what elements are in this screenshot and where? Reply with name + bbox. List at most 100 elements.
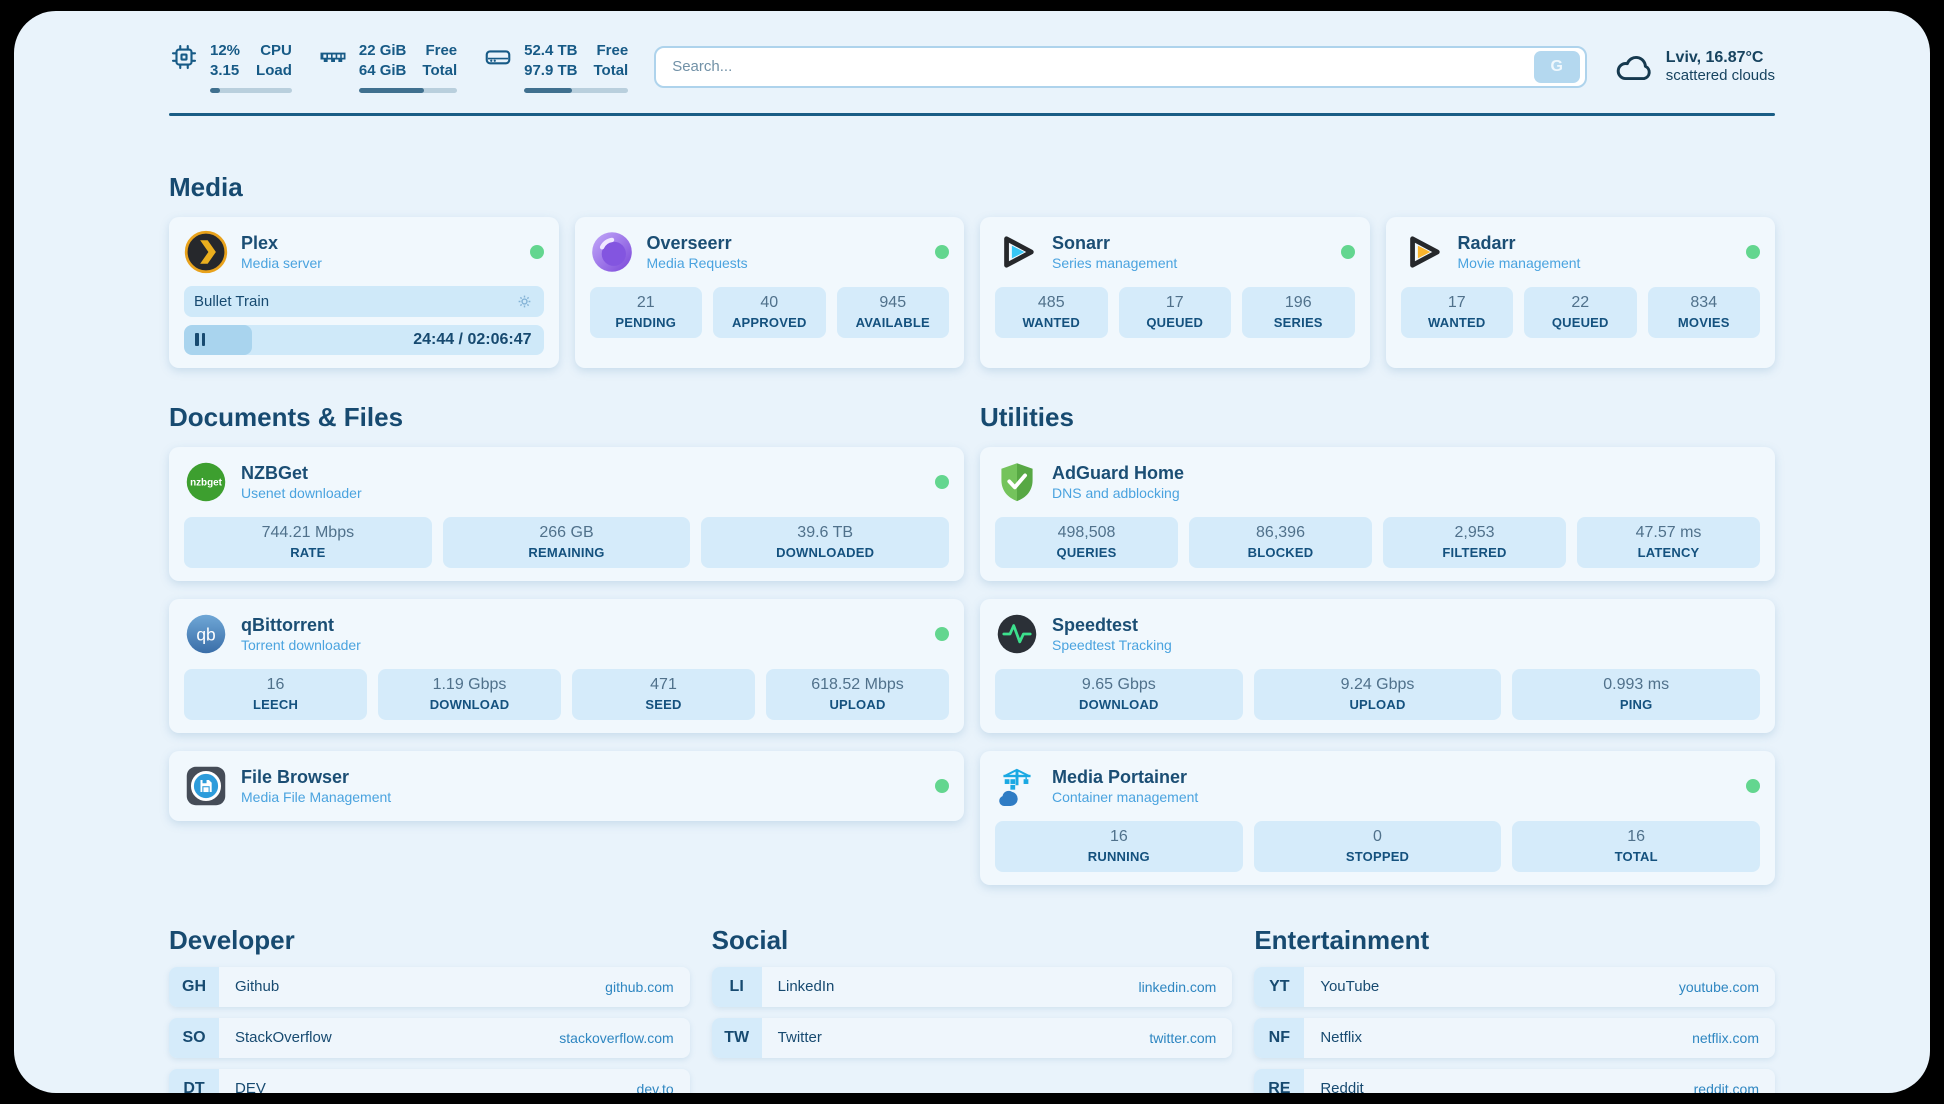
svg-text:nzbget: nzbget bbox=[190, 477, 223, 488]
app-title: Plex bbox=[241, 232, 279, 253]
bookmark-abbr: GH bbox=[169, 966, 219, 1007]
app-subtitle: Media File Management bbox=[241, 789, 392, 806]
bookmark-name: Reddit bbox=[1320, 1080, 1364, 1093]
bookmark-twitter[interactable]: TW Twitter twitter.com bbox=[711, 1017, 1233, 1058]
app-subtitle: Series management bbox=[1052, 255, 1178, 272]
stat-box: 16 TOTAL bbox=[1512, 820, 1761, 872]
stat-value: 618.52 Mbps bbox=[811, 675, 904, 693]
stat-label: PING bbox=[1619, 696, 1653, 712]
memory-progress-bar bbox=[358, 87, 458, 93]
search-bar[interactable]: G bbox=[654, 45, 1587, 88]
cpu-icon bbox=[169, 42, 199, 72]
cpu-usage-label: CPU bbox=[260, 42, 292, 59]
bookmark-dev[interactable]: DT DEV dev.to bbox=[169, 1068, 690, 1094]
filebrowser-icon bbox=[184, 764, 228, 808]
disk-free-value: 52.4 TB bbox=[524, 42, 578, 59]
cpu-load-label: Load bbox=[256, 62, 292, 80]
status-dot bbox=[1340, 244, 1355, 259]
bookmark-youtube[interactable]: YT YouTube youtube.com bbox=[1254, 966, 1775, 1007]
memory-total-value: 64 GiB bbox=[358, 62, 407, 80]
plex-now-playing: Bullet Train bbox=[184, 285, 544, 317]
bookmark-abbr: DT bbox=[169, 1068, 219, 1093]
stat-value: 17 bbox=[1165, 293, 1184, 311]
top-bar: 12% 3.15 CPU Load bbox=[169, 41, 1775, 93]
bookmark-name: StackOverflow bbox=[235, 1029, 332, 1046]
stat-value: 16 bbox=[1627, 827, 1646, 845]
section-title-social: Social bbox=[711, 924, 789, 955]
app-title: Sonarr bbox=[1052, 232, 1111, 253]
stat-value: 1.19 Gbps bbox=[432, 675, 507, 693]
stat-box: 47.57 ms LATENCY bbox=[1577, 516, 1760, 568]
app-title: Media Portainer bbox=[1052, 766, 1188, 787]
radarr-icon bbox=[1401, 230, 1445, 274]
adguard-icon bbox=[995, 460, 1039, 504]
stat-label: QUEUED bbox=[1146, 314, 1204, 330]
stat-label: WANTED bbox=[1022, 314, 1081, 330]
bookmark-github[interactable]: GH Github github.com bbox=[169, 966, 690, 1007]
stat-box: 22 QUEUED bbox=[1524, 286, 1637, 338]
radarr-card[interactable]: Radarr Movie management 17 WANTED 22 QUE… bbox=[1385, 216, 1775, 368]
app-title: NZBGet bbox=[241, 462, 308, 483]
gear-icon[interactable] bbox=[515, 292, 534, 311]
bookmark-netflix[interactable]: NF Netflix netflix.com bbox=[1254, 1017, 1775, 1058]
stat-label: PENDING bbox=[615, 314, 677, 330]
bookmark-linkedin[interactable]: LI LinkedIn linkedin.com bbox=[711, 966, 1233, 1007]
stat-box: 17 WANTED bbox=[1400, 286, 1513, 338]
qbittorrent-card[interactable]: qb qBittorrent Torrent downloader 16 LEE… bbox=[169, 598, 964, 733]
bookmark-name: LinkedIn bbox=[777, 978, 835, 995]
app-title: File Browser bbox=[241, 766, 350, 787]
stat-box: 945 AVAILABLE bbox=[836, 286, 949, 338]
filebrowser-card[interactable]: File Browser Media File Management bbox=[169, 750, 964, 821]
stat-value: 471 bbox=[650, 675, 677, 693]
bookmark-abbr: YT bbox=[1254, 966, 1305, 1007]
app-subtitle: Media server bbox=[241, 255, 322, 272]
overseerr-icon bbox=[590, 230, 634, 274]
adguard-card[interactable]: AdGuard Home DNS and adblocking 498,508 … bbox=[980, 446, 1775, 581]
status-dot bbox=[935, 778, 949, 793]
stat-label: BLOCKED bbox=[1247, 544, 1314, 560]
now-playing-title: Bullet Train bbox=[194, 292, 270, 310]
stat-label: WANTED bbox=[1427, 314, 1486, 330]
search-provider-button[interactable]: G bbox=[1533, 50, 1580, 83]
portainer-card[interactable]: Media Portainer Container management 16 … bbox=[980, 750, 1775, 885]
stat-label: SERIES bbox=[1273, 314, 1323, 330]
app-title: Radarr bbox=[1457, 232, 1516, 253]
nzbget-icon: nzbget bbox=[184, 460, 228, 504]
disk-progress-fill bbox=[524, 87, 572, 93]
playback-time: 24:44 / 02:06:47 bbox=[413, 330, 532, 348]
bookmark-reddit[interactable]: RE Reddit reddit.com bbox=[1254, 1068, 1775, 1094]
qbittorrent-icon: qb bbox=[184, 612, 228, 656]
sonarr-card[interactable]: Sonarr Series management 485 WANTED 17 Q… bbox=[980, 216, 1370, 368]
stat-box: 266 GB REMAINING bbox=[442, 516, 691, 568]
overseerr-card[interactable]: Overseerr Media Requests 21 PENDING 40 A… bbox=[574, 216, 964, 368]
stat-value: 0.993 ms bbox=[1603, 675, 1670, 693]
bookmark-url: dev.to bbox=[636, 1080, 674, 1094]
speedtest-card[interactable]: Speedtest Speedtest Tracking 9.65 Gbps D… bbox=[980, 598, 1775, 733]
stat-box: 9.65 Gbps DOWNLOAD bbox=[995, 668, 1243, 720]
stat-label: SEED bbox=[645, 696, 682, 712]
bookmark-abbr: RE bbox=[1254, 1068, 1305, 1093]
section-title-utilities: Utilities bbox=[980, 401, 1074, 432]
disk-total-value: 97.9 TB bbox=[524, 62, 578, 80]
stat-box: 1.19 Gbps DOWNLOAD bbox=[378, 668, 561, 720]
nzbget-card[interactable]: nzbget NZBGet Usenet downloader 744.21 M… bbox=[169, 446, 964, 581]
stat-box: 16 RUNNING bbox=[995, 820, 1243, 872]
status-dot bbox=[1746, 244, 1760, 259]
bookmark-url: reddit.com bbox=[1693, 1080, 1759, 1094]
weather-widget[interactable]: Lviv, 16.87°C scattered clouds bbox=[1613, 46, 1775, 88]
stat-box: 86,396 BLOCKED bbox=[1189, 516, 1372, 568]
stat-value: 17 bbox=[1447, 293, 1466, 311]
stat-label: QUEUED bbox=[1551, 314, 1609, 330]
bookmark-stackoverflow[interactable]: SO StackOverflow stackoverflow.com bbox=[169, 1017, 690, 1058]
stat-box: 17 QUEUED bbox=[1118, 286, 1231, 338]
disk-progress-bar bbox=[524, 87, 629, 93]
stat-value: 16 bbox=[1109, 827, 1128, 845]
stat-label: LATENCY bbox=[1637, 544, 1700, 560]
search-input[interactable] bbox=[670, 57, 1534, 77]
stat-label: LEECH bbox=[252, 696, 299, 712]
bookmark-name: Twitter bbox=[777, 1029, 822, 1046]
stat-value: 9.65 Gbps bbox=[1081, 675, 1156, 693]
stat-value: 39.6 TB bbox=[797, 523, 854, 541]
cpu-load-value: 3.15 bbox=[210, 62, 240, 80]
plex-card[interactable]: Plex Media server Bullet Train 24:44 / 0 bbox=[169, 216, 559, 368]
